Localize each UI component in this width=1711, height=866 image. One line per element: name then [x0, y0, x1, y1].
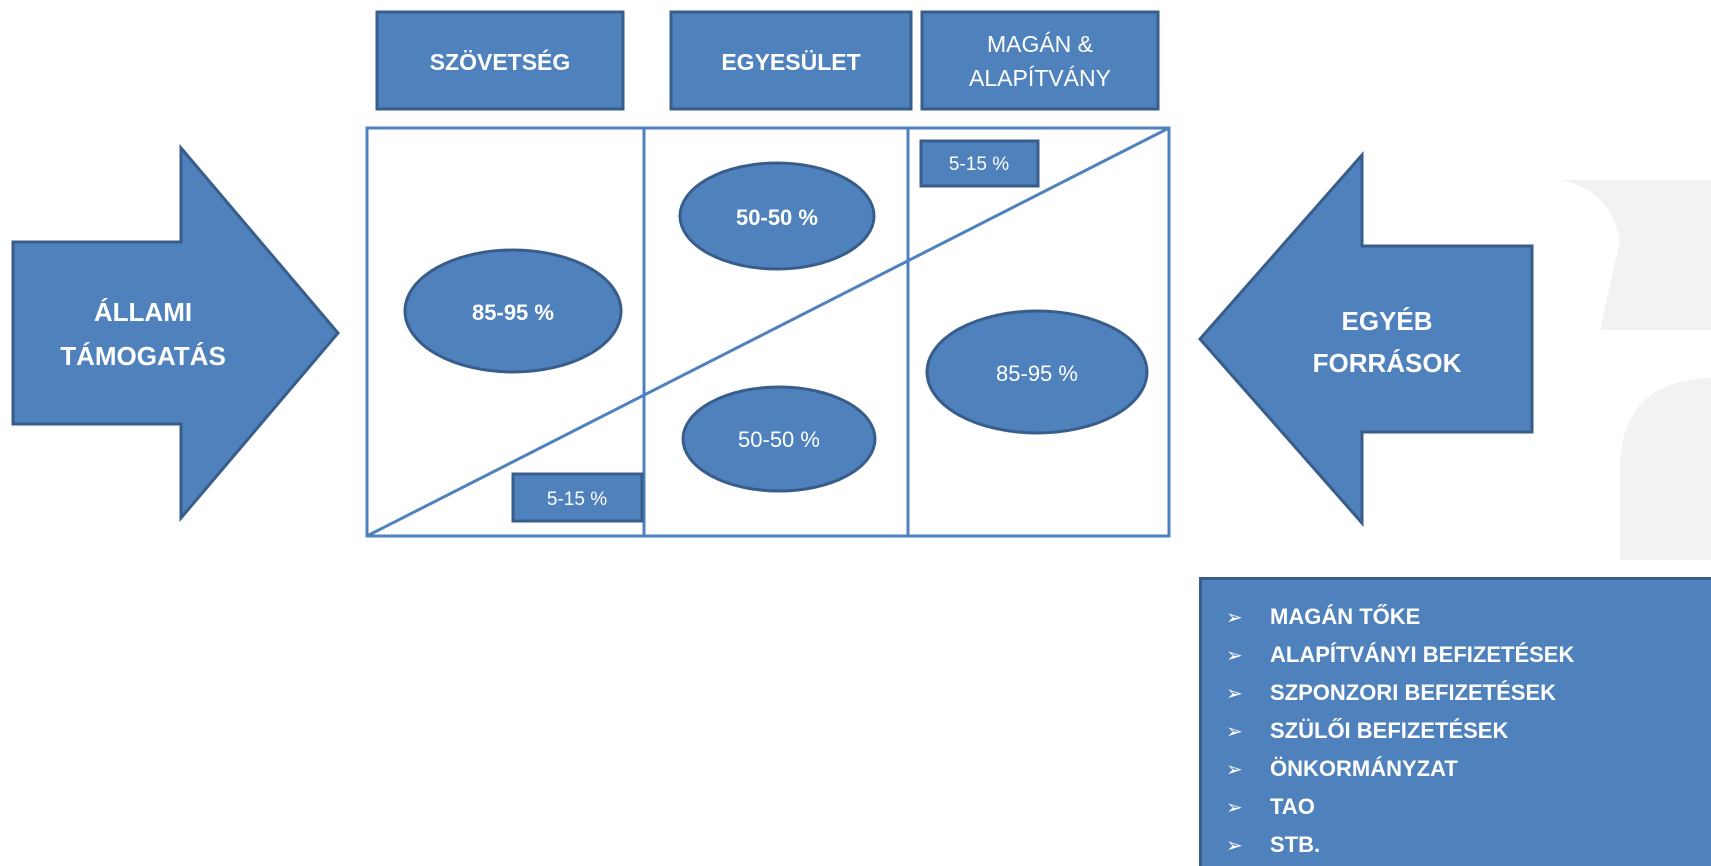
source-item: ➢ ALAPÍTVÁNYI BEFIZETÉSEK — [1226, 636, 1711, 674]
source-item-label: SZÜLŐI BEFIZETÉSEK — [1270, 718, 1509, 743]
source-item-label: MAGÁN TŐKE — [1270, 604, 1421, 629]
source-item-label: SZPONZORI BEFIZETÉSEK — [1270, 680, 1557, 705]
header-szovetseg-label: SZÖVETSÉG — [430, 48, 571, 75]
ellipse-szovetseg-state: 85-95 % — [403, 248, 623, 374]
ellipse-egyesulet-other-label: 50-50 % — [738, 427, 820, 452]
arrow-bullet-icon: ➢ — [1226, 682, 1243, 705]
source-item: ➢ MAGÁN TŐKE — [1226, 598, 1711, 636]
other-sources-list: ➢ MAGÁN TŐKE ➢ ALAPÍTVÁNYI BEFIZETÉSEK ➢ SZPO… — [1226, 598, 1711, 864]
source-item-label: TAO — [1270, 794, 1315, 819]
arrow-bullet-icon: ➢ — [1226, 644, 1243, 667]
header-szovetseg: SZÖVETSÉG — [375, 10, 625, 111]
ellipse-szovetseg-state-label: 85-95 % — [472, 300, 554, 325]
source-item: ➢ ÖNKORMÁNYZAT — [1226, 750, 1711, 788]
arrow-bullet-icon: ➢ — [1226, 720, 1243, 743]
right-arrow-egyeb-forrasok: EGYÉB FORRÁSOK — [1198, 151, 1534, 527]
ellipse-magan-other: 85-95 % — [925, 309, 1149, 435]
header-egyesulet-label: EGYESÜLET — [721, 49, 860, 75]
ellipse-egyesulet-other: 50-50 % — [681, 385, 877, 493]
left-arrow-line2: TÁMOGATÁS — [60, 341, 226, 371]
watermark-logo — [1560, 180, 1711, 560]
arrow-bullet-icon: ➢ — [1226, 606, 1243, 629]
source-item-label: ÖNKORMÁNYZAT — [1270, 756, 1458, 781]
source-item: ➢ SZÜLŐI BEFIZETÉSEK — [1226, 712, 1711, 750]
source-item-label: STB. — [1270, 832, 1321, 857]
diagonal-divider — [366, 126, 1170, 538]
other-sources-box: ➢ MAGÁN TŐKE ➢ ALAPÍTVÁNYI BEFIZETÉSEK ➢ SZPO… — [1199, 577, 1711, 866]
arrow-bullet-icon: ➢ — [1226, 834, 1243, 857]
left-arrow-line1: ÁLLAMI — [94, 297, 192, 327]
left-arrow-allami-tamogatas: ÁLLAMI TÁMOGATÁS — [11, 143, 340, 523]
right-arrow-line2: FORRÁSOK — [1313, 348, 1462, 378]
header-magan-line1: MAGÁN & — [987, 31, 1093, 57]
source-item-label: ALAPÍTVÁNYI BEFIZETÉSEK — [1270, 642, 1575, 667]
right-arrow-line1: EGYÉB — [1341, 306, 1432, 336]
box-szovetseg-other: 5-15 % — [511, 472, 644, 523]
source-item: ➢ SZPONZORI BEFIZETÉSEK — [1226, 674, 1711, 712]
source-item: ➢ STB. — [1226, 826, 1711, 864]
header-magan-line2: ALAPÍTVÁNY — [969, 65, 1111, 91]
header-magan-alapitvany: MAGÁN & ALAPÍTVÁNY — [920, 10, 1160, 111]
box-magan-state-label: 5-15 % — [949, 154, 1009, 175]
ellipse-egyesulet-state-label: 50-50 % — [736, 205, 818, 230]
header-egyesulet: EGYESÜLET — [669, 10, 913, 111]
source-item: ➢ TAO — [1226, 788, 1711, 826]
arrow-bullet-icon: ➢ — [1226, 796, 1243, 819]
box-szovetseg-other-label: 5-15 % — [547, 489, 607, 510]
box-magan-state: 5-15 % — [919, 139, 1040, 188]
ellipse-egyesulet-state: 50-50 % — [678, 161, 876, 271]
arrow-bullet-icon: ➢ — [1226, 758, 1243, 781]
ellipse-magan-other-label: 85-95 % — [996, 361, 1078, 386]
matrix-frame — [365, 126, 1171, 538]
